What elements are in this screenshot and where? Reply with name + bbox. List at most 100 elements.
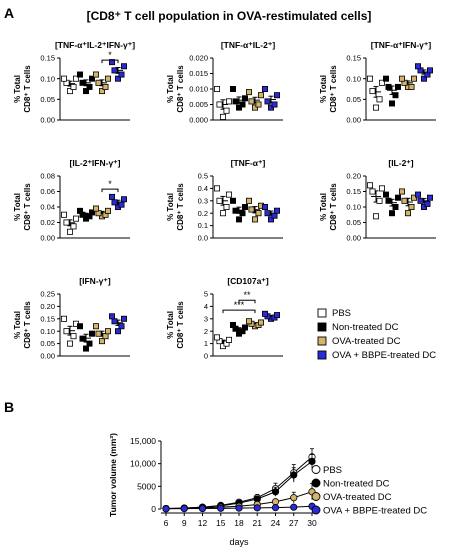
data-point bbox=[93, 71, 100, 78]
data-point bbox=[273, 312, 280, 319]
data-point bbox=[213, 334, 220, 341]
y-axis-label-line: CD8⁺ T cells bbox=[23, 301, 32, 349]
data-point bbox=[271, 488, 280, 496]
y-tick-label: 3 bbox=[204, 314, 208, 323]
dot-plot-4: [IL-2⁺IFN-γ⁺] % TotalCD8⁺ T cells 0.00 0.02… bbox=[13, 158, 130, 243]
y-tick-label: 0.2 bbox=[198, 209, 208, 218]
y-tick-label: 0.06 bbox=[40, 187, 55, 196]
y-tick-label: 5 bbox=[204, 290, 208, 299]
legend-marker bbox=[317, 350, 327, 360]
data-point bbox=[109, 313, 116, 320]
data-point bbox=[121, 63, 128, 70]
data-point bbox=[73, 75, 80, 82]
legend-a: PBS Non-treated DC OVA-treated DC OVA + BBP… bbox=[317, 308, 436, 361]
y-tick-label: 0.1 bbox=[198, 221, 208, 230]
data-point bbox=[308, 457, 316, 465]
data-point bbox=[95, 79, 102, 86]
dot-plot-8: [CD107a⁺] % TotalCD8⁺ T cells 0 1 2 3 4 5 ***** bbox=[166, 276, 283, 361]
legend-marker bbox=[311, 478, 321, 488]
plot-title: [IFN-γ⁺] bbox=[79, 276, 111, 286]
data-point bbox=[366, 182, 373, 189]
x-tick-label: 21 bbox=[253, 518, 263, 528]
data-point bbox=[420, 75, 427, 82]
legend-marker bbox=[317, 308, 327, 318]
significance-bracket bbox=[101, 188, 119, 193]
data-point bbox=[257, 92, 264, 99]
plot-title: [TNF-α⁺IL-2⁺] bbox=[221, 40, 275, 50]
data-point bbox=[79, 335, 86, 342]
plot-title: [TNF-α⁺] bbox=[231, 158, 266, 168]
y-tick-label: 4 bbox=[204, 302, 208, 311]
data-point bbox=[253, 504, 261, 512]
data-point bbox=[217, 504, 225, 512]
y-tick-label: 0.15 bbox=[346, 54, 361, 63]
data-point bbox=[264, 98, 271, 105]
x-axis-label: days bbox=[229, 537, 249, 547]
data-point bbox=[376, 197, 383, 204]
data-point bbox=[290, 503, 298, 511]
data-point bbox=[99, 88, 106, 95]
legend-label: OVA-treated DC bbox=[332, 336, 401, 347]
y-tick-label: 5000 bbox=[137, 481, 156, 491]
data-point bbox=[372, 104, 379, 111]
data-point bbox=[102, 333, 109, 340]
data-point bbox=[118, 323, 125, 330]
data-point bbox=[225, 98, 232, 105]
y-axis-label-line: % Total bbox=[166, 311, 175, 339]
y-tick-label: 15,000 bbox=[130, 436, 156, 446]
y-tick-label: 0.04 bbox=[40, 203, 55, 212]
data-point bbox=[251, 104, 258, 111]
data-point bbox=[410, 75, 417, 82]
data-point bbox=[235, 104, 242, 111]
legend-label: OVA-treated DC bbox=[323, 492, 392, 503]
y-tick-label: 0.00 bbox=[346, 116, 361, 125]
data-point bbox=[93, 323, 100, 330]
data-point bbox=[102, 83, 109, 90]
data-point bbox=[105, 207, 112, 214]
y-tick-label: 0 bbox=[151, 504, 156, 514]
data-point bbox=[267, 216, 274, 223]
significance-bracket bbox=[101, 59, 119, 64]
y-tick-label: 0.02 bbox=[40, 218, 55, 227]
data-point bbox=[223, 203, 230, 210]
data-point bbox=[83, 88, 90, 95]
data-point bbox=[261, 203, 268, 210]
panel-label-b: B bbox=[4, 399, 14, 415]
data-point bbox=[216, 101, 223, 108]
data-point bbox=[95, 330, 102, 337]
data-point bbox=[115, 328, 122, 335]
data-point bbox=[271, 504, 280, 512]
data-point bbox=[385, 197, 392, 204]
y-axis-label-line: % Total bbox=[166, 193, 175, 221]
data-point bbox=[414, 191, 421, 198]
y-axis-label: % TotalCD8⁺ T cells bbox=[166, 183, 185, 231]
dot-plot-5: [TNF-α⁺] % TotalCD8⁺ T cells 0.0 0.1 0.2 0.3 0… bbox=[166, 158, 283, 243]
data-point bbox=[229, 197, 236, 204]
data-point bbox=[63, 328, 70, 335]
data-point bbox=[79, 79, 86, 86]
data-point bbox=[241, 203, 248, 210]
y-axis-label: Tumor volume (mm³) bbox=[108, 433, 118, 517]
y-tick-label: 0.15 bbox=[40, 314, 55, 323]
legend-label: OVA + BBPE-treated DC bbox=[323, 506, 427, 517]
data-point bbox=[388, 210, 395, 217]
y-tick-label: 0.15 bbox=[40, 54, 55, 63]
y-tick-label: 0.10 bbox=[40, 74, 55, 83]
y-tick-label: 0.20 bbox=[40, 302, 55, 311]
y-axis-label: % TotalCD8⁺ T cells bbox=[13, 183, 32, 231]
data-point bbox=[70, 223, 77, 230]
data-point bbox=[382, 191, 389, 198]
panel-b-plot: 0 5000 10,000 15,000 6 9 12 15 18 21 24 27 30 days Tum… bbox=[108, 433, 317, 547]
y-axis-label: % TotalCD8⁺ T cells bbox=[166, 301, 185, 349]
y-axis-label-line: CD8⁺ T cells bbox=[23, 183, 32, 231]
data-point bbox=[255, 101, 262, 108]
legend-b: PBS Non-treated DC OVA-treated DC OVA + BBP… bbox=[311, 465, 427, 517]
data-point bbox=[271, 212, 278, 219]
y-axis-label-line: CD8⁺ T cells bbox=[329, 65, 338, 113]
y-tick-label: 0.10 bbox=[346, 203, 361, 212]
y-tick-label: 0.00 bbox=[40, 116, 55, 125]
y-tick-label: 0.08 bbox=[40, 172, 55, 181]
legend-label: Non-treated DC bbox=[332, 322, 399, 333]
dot-plot-7: [IFN-γ⁺] % TotalCD8⁺ T cells 0.00 0.05 0.10 0… bbox=[13, 276, 130, 361]
y-tick-label: 0.015 bbox=[189, 69, 208, 78]
